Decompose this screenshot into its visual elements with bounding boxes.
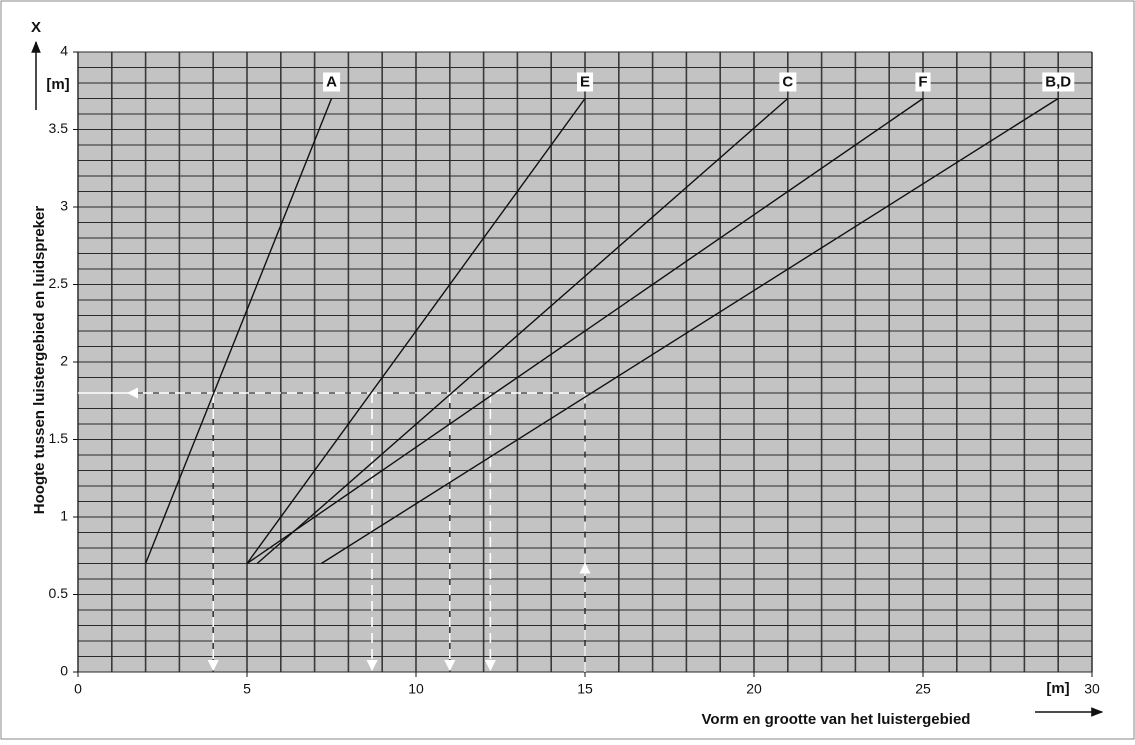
series-line bbox=[144, 98, 333, 564]
series-line bbox=[256, 97, 789, 565]
y-tick-label: 0 bbox=[60, 663, 68, 679]
y-axis-label: Hoogte tussen luistergebied en luidsprek… bbox=[31, 206, 48, 515]
x-tick-label: 25 bbox=[915, 681, 931, 697]
y-unit: [m] bbox=[46, 76, 69, 93]
x-axis-label: Vorm en grootte van het luistergebied bbox=[702, 711, 971, 728]
y-tick-label: 3.5 bbox=[49, 120, 69, 136]
series-label: C bbox=[782, 73, 793, 90]
y-tick-label: 1 bbox=[60, 508, 68, 524]
series-line bbox=[246, 98, 586, 564]
series-label: F bbox=[918, 73, 927, 90]
y-tick-label: 1.5 bbox=[49, 430, 69, 446]
series-line bbox=[246, 97, 924, 565]
series-label-box bbox=[915, 72, 931, 92]
x-tick-label: 5 bbox=[243, 681, 251, 697]
x-unit: [m] bbox=[1046, 680, 1069, 697]
y-tick-label: 4 bbox=[60, 43, 68, 59]
series-line bbox=[320, 97, 1059, 565]
y-tick-label: 2.5 bbox=[49, 275, 69, 291]
series-label-box bbox=[576, 72, 594, 92]
x-tick-label: 30 bbox=[1084, 681, 1100, 697]
y-tick-label: 2 bbox=[60, 353, 68, 369]
series-label-box bbox=[323, 72, 341, 92]
series-label: E bbox=[580, 73, 590, 90]
series-label-box bbox=[779, 72, 797, 92]
series-label: B,D bbox=[1045, 73, 1071, 90]
y-tick-label: 3 bbox=[60, 198, 68, 214]
x-tick-label: 0 bbox=[74, 681, 82, 697]
y-symbol: X bbox=[31, 19, 41, 36]
x-tick-label: 10 bbox=[408, 681, 424, 697]
x-tick-label: 15 bbox=[577, 681, 593, 697]
series-label: A bbox=[326, 73, 337, 90]
series-label-box bbox=[1042, 72, 1075, 92]
x-tick-label: 20 bbox=[746, 681, 762, 697]
y-tick-label: 0.5 bbox=[49, 585, 69, 601]
